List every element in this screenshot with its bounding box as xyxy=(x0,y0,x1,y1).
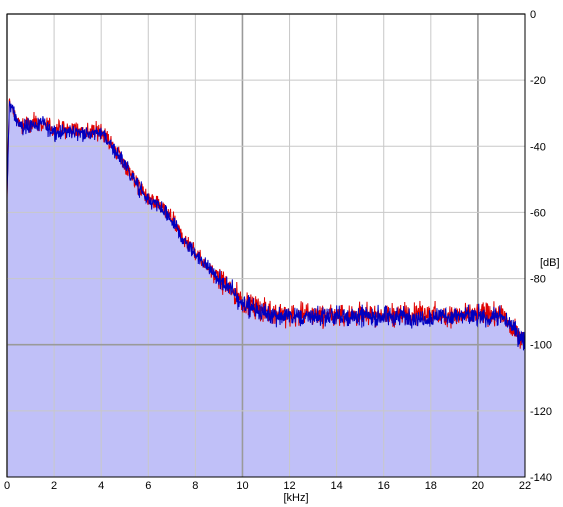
spectrum-fill-area xyxy=(7,99,525,478)
chart-series xyxy=(6,97,526,351)
series-2-line xyxy=(6,101,526,351)
y-axis-label: [dB] xyxy=(540,257,560,269)
x-tick-label: 16 xyxy=(378,480,390,492)
y-tick-label: -140 xyxy=(530,472,552,484)
y-tick-label: -60 xyxy=(530,207,546,219)
x-tick-label: 10 xyxy=(236,480,248,492)
x-tick-label: 2 xyxy=(51,480,57,492)
y-tick-label: 0 xyxy=(530,9,536,21)
y-axis-ticks: 0 -20 -40 -60 -80 -100 -120 -140 xyxy=(530,9,552,484)
x-tick-label: 12 xyxy=(283,480,295,492)
x-tick-label: 8 xyxy=(192,480,198,492)
x-tick-label: 4 xyxy=(98,480,104,492)
x-tick-label: 18 xyxy=(425,480,437,492)
x-tick-label: 6 xyxy=(145,480,151,492)
plot-border xyxy=(6,13,526,478)
plot-frame xyxy=(6,13,526,478)
x-tick-label: 20 xyxy=(472,480,484,492)
y-tick-label: -20 xyxy=(530,75,546,87)
y-tick-label: -80 xyxy=(530,274,546,286)
x-axis-label: [kHz] xyxy=(283,492,308,504)
y-tick-label: -40 xyxy=(530,141,546,153)
x-axis-ticks: 0 2 4 6 8 10 12 14 16 18 20 22 xyxy=(4,480,531,492)
y-tick-label: -120 xyxy=(530,406,552,418)
spectrum-fill xyxy=(7,99,525,478)
x-tick-label: 22 xyxy=(519,480,531,492)
x-tick-label: 14 xyxy=(331,480,343,492)
y-tick-label: -100 xyxy=(530,340,552,352)
x-tick-label: 0 xyxy=(4,480,10,492)
